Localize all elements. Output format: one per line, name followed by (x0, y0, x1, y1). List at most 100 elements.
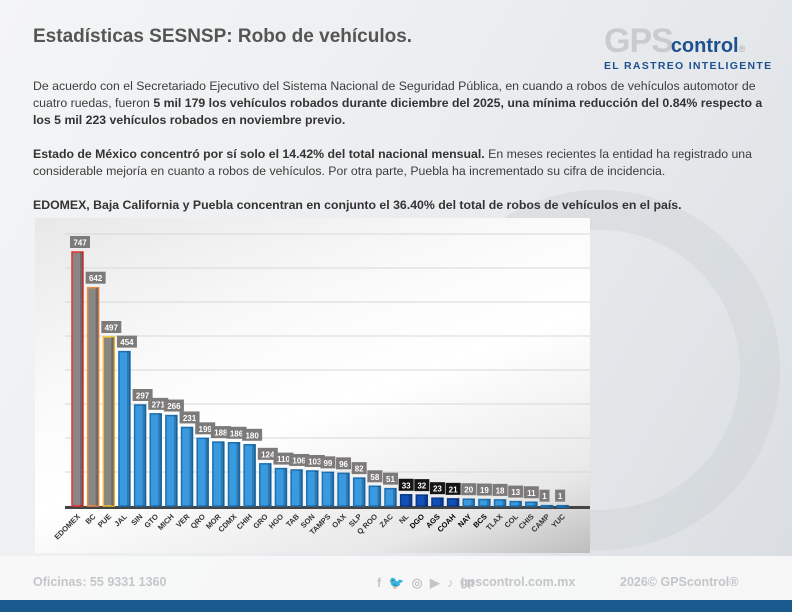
bar-shade (518, 501, 522, 506)
bar-shade (205, 438, 209, 506)
bar-mor (212, 441, 225, 507)
bar-shade (283, 468, 287, 506)
bar-gro (259, 463, 272, 507)
data-label: 11 (527, 489, 536, 498)
bar-shade (377, 486, 381, 506)
bar-bcs (478, 498, 491, 507)
data-label: 497 (105, 324, 119, 333)
bar-tlax (493, 499, 507, 507)
data-label-box (116, 335, 137, 348)
bar-tab (290, 469, 303, 507)
bar-shade (471, 499, 475, 506)
category-label: PUE (96, 512, 113, 529)
category-label: NAY (456, 512, 473, 529)
bar-shade (549, 505, 553, 508)
data-label: 106 (292, 456, 306, 465)
bar-shade (267, 463, 271, 506)
category-label: QRO (189, 512, 208, 531)
bar-shade (80, 252, 83, 506)
bar-nay (462, 498, 475, 507)
bar-shade (565, 505, 569, 508)
website-link[interactable]: gpscontrol.com.mx (460, 575, 576, 589)
bar-gto (149, 413, 162, 507)
data-label-box (195, 422, 216, 435)
bar-camp (540, 504, 554, 508)
category-label: MICH (156, 512, 176, 532)
footer: Oficinas: 55 9331 1360 f 🐦 ◎ ▶ ♪ in gpsc… (0, 556, 792, 600)
bar-shade (173, 415, 177, 506)
data-label: 13 (511, 488, 520, 497)
data-label-box (523, 486, 539, 499)
data-label: 18 (496, 486, 505, 495)
data-label: 188 (214, 429, 228, 438)
bar-sin (133, 404, 147, 507)
paragraph-1: De acuerdo con el Secretariado Ejecutivo… (33, 78, 763, 129)
data-label: 96 (339, 460, 348, 469)
bar-shade (502, 499, 506, 506)
data-label-box (461, 483, 477, 496)
copyright: 2026© GPScontrol® (620, 575, 739, 589)
office-phone: Oficinas: 55 9331 1360 (33, 575, 167, 589)
bar-shade (111, 337, 115, 506)
data-label: 266 (167, 402, 181, 411)
data-label: 180 (245, 431, 259, 440)
data-label-box (289, 453, 310, 466)
bar-hgo (274, 467, 288, 507)
bar-pue (102, 336, 116, 507)
data-label-box (320, 456, 336, 469)
bar-mich (165, 414, 178, 507)
data-label-box (163, 399, 184, 412)
bar-shade (346, 473, 350, 506)
data-label: 186 (230, 429, 244, 438)
bar-edomex (71, 251, 84, 507)
social-icons[interactable]: f 🐦 ◎ ▶ ♪ in (377, 576, 476, 590)
p1-bold: 5 mil 179 los vehículos robados durante … (33, 96, 763, 127)
bar-shade (393, 488, 396, 506)
data-label: 199 (199, 425, 213, 434)
bar-nl (399, 494, 413, 507)
category-label: GRO (251, 512, 270, 531)
bar-shade (424, 495, 428, 506)
bar-tamps (321, 471, 335, 507)
p1-text: De acuerdo con el Secretariado Ejecutivo… (33, 79, 756, 110)
data-label: 642 (89, 274, 103, 283)
data-label-box (101, 321, 122, 334)
data-label: 454 (120, 338, 134, 347)
category-label: TLAX (484, 512, 504, 532)
data-label-box (242, 428, 263, 441)
data-label-box (273, 452, 294, 465)
data-label: 20 (464, 486, 473, 495)
data-label-box (179, 411, 200, 424)
bar-dgo (415, 494, 429, 507)
category-label: SIN (129, 512, 144, 527)
data-label-box (70, 236, 90, 248)
bar-jal (118, 350, 131, 507)
data-label-box (445, 482, 461, 495)
bottom-strip (0, 600, 792, 612)
bar-shade (439, 498, 443, 506)
data-label: 271 (152, 400, 166, 409)
bar-ags (431, 497, 444, 507)
p2-bold: Estado de México concentró por sí solo e… (33, 147, 485, 161)
paragraph-2: Estado de México concentró por sí solo e… (33, 146, 763, 180)
bar-col (509, 500, 522, 507)
logo-tagline: EL RASTREO INTELIGENTE (604, 60, 773, 72)
bar-chart: 747 EDOMEX 642 BC 497 PUE 454 JAL 297 SIN 271 GTO 26… (35, 218, 590, 553)
data-label-box (539, 489, 550, 502)
data-label-box (210, 426, 231, 439)
bar-chih (243, 444, 256, 507)
data-label: 99 (323, 459, 332, 468)
page-title: Estadísticas SESNSP: Robo de vehículos. (33, 26, 413, 47)
data-label-box (351, 462, 367, 475)
category-label: COAH (436, 512, 458, 534)
bar-slp (352, 477, 366, 507)
bar-shade (330, 472, 334, 506)
data-label-box (257, 447, 278, 460)
bar-shade (252, 444, 256, 506)
bar-shade (236, 442, 240, 506)
data-label: 1 (558, 492, 563, 501)
data-label: 124 (261, 450, 275, 459)
data-label: 297 (136, 392, 150, 401)
bar-son (306, 470, 319, 507)
bar-shade (299, 469, 303, 506)
